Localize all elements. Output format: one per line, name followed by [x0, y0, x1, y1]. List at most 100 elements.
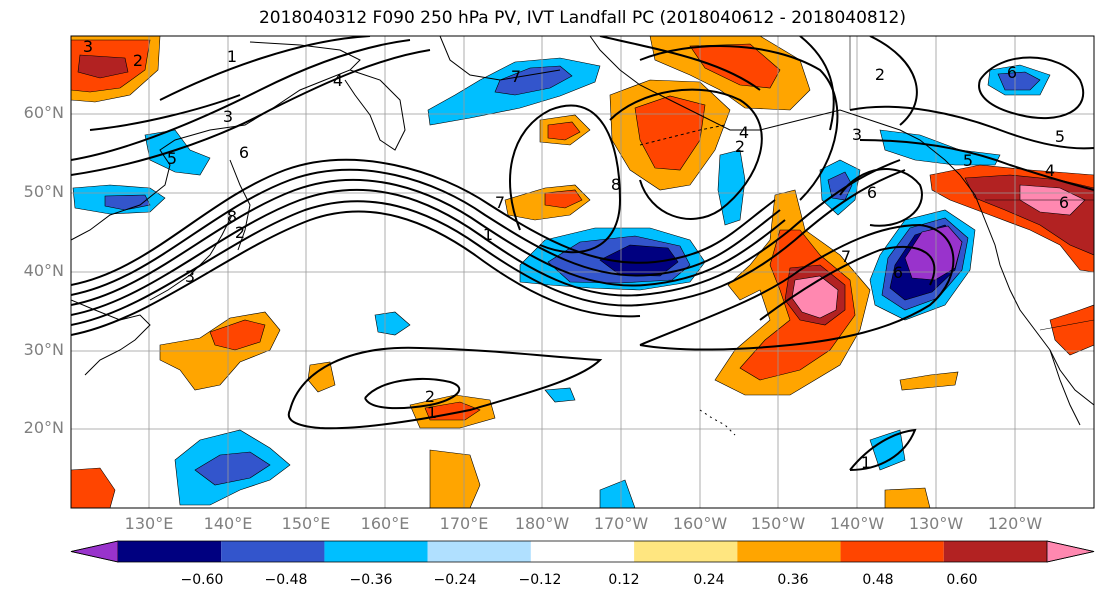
islands-aleutian [639, 124, 726, 146]
pv-negative-region-south-130w [869, 429, 906, 471]
colorbar-tick-label: −0.24 [433, 572, 477, 588]
longitude-label: 140°W [829, 514, 885, 533]
longitude-label: 160°W [672, 514, 728, 533]
pv-negative-region-south-170w [599, 479, 636, 508]
map-frame [70, 35, 1095, 509]
pv-positive-region-south-west-corner [71, 467, 116, 508]
contour-eastpac-1 [639, 223, 955, 351]
colorbar-tick-label: 0.12 [608, 572, 640, 588]
contour-jet-2 [71, 169, 906, 326]
colorbar-segment [943, 541, 1047, 562]
contour-label: 6 [1059, 193, 1069, 212]
colorbar-tick-label: 0.36 [777, 572, 809, 588]
contour-label: 2 [875, 65, 885, 84]
colorbar-tick-label: 0.48 [862, 572, 894, 588]
contour-label: 5 [167, 149, 177, 168]
contour-trough-3 [639, 45, 839, 201]
contour-ridge-1 [159, 36, 371, 101]
longitude-label: 180°W [514, 514, 570, 533]
colorbar-segment [427, 541, 531, 562]
longitude-label: 150°E [281, 514, 331, 533]
pv-negative-core-japan [104, 194, 151, 211]
latitude-label-40n: 40°N [23, 261, 64, 280]
contour-labels: 3 2 1 4 3 6 5 2 7 1 8 3 8 6 7 2 3 5 6 5 … [83, 37, 1069, 472]
contour-label: 3 [185, 267, 195, 286]
contour-trough-5 [799, 36, 835, 131]
longitude-label: 160°E [360, 514, 410, 533]
coastline-kamchatka [344, 69, 406, 151]
longitude-label: 130°W [908, 514, 964, 533]
pv-negative-region-165e [374, 311, 411, 336]
colorbar-tick-label: −0.36 [349, 572, 393, 588]
map-panel: 3 2 1 4 3 6 5 2 7 1 8 3 8 6 7 2 3 5 6 5 … [71, 36, 1094, 508]
contour-jet-1 [71, 159, 901, 316]
pv-negative-core-southwest [194, 451, 271, 486]
contour-label: 2 [133, 51, 143, 70]
contour-label: 7 [495, 193, 505, 212]
longitude-label: 170°E [439, 514, 489, 533]
pv-positive-region-south-130w [884, 487, 931, 508]
contour-alaska-arc [849, 105, 1094, 150]
contour-label: 6 [1007, 63, 1017, 82]
pv-positive-region-coast-sw [1049, 304, 1094, 356]
pv-positive-core-west-subtropics [209, 319, 266, 351]
coastline-sakhalin [229, 159, 251, 251]
contour-ridge-2 [71, 39, 411, 161]
contour-label: 8 [227, 207, 237, 226]
colorbar-segment [634, 541, 738, 562]
latitude-label-60n: 60°N [23, 103, 64, 122]
pv-positive-region-165e [307, 361, 336, 393]
contour-label: 1 [861, 453, 871, 472]
contour-jet-3 [71, 210, 641, 336]
contour-jet-6 [71, 158, 776, 286]
contour-ridge-3 [71, 49, 431, 176]
contour-trough-2 [609, 88, 763, 220]
pv-positive-region-central-south [899, 371, 959, 391]
contour-trough-6 [869, 36, 918, 126]
contour-label: 6 [893, 263, 903, 282]
coastline-asia [71, 41, 361, 241]
contour-subtropical-outer [287, 346, 603, 430]
border-us-mexico [1039, 319, 1094, 331]
contour-canada-arc [859, 139, 1094, 191]
contour-subtropical-inner [364, 377, 461, 410]
colorbar-tick-label: 0.24 [693, 572, 725, 588]
pv-positive-region-south-175w [429, 449, 481, 508]
map-title: 2018040312 F090 250 hPa PV, IVT Landfall… [258, 8, 906, 28]
coastlines [71, 36, 1094, 436]
longitude-label: 130°E [124, 514, 174, 533]
colorbar-tick-label: −0.48 [264, 572, 308, 588]
contour-ridge-4 [89, 94, 241, 131]
colorbar-segment [221, 541, 325, 562]
colorbar-segment [530, 541, 635, 562]
latitude-label-20n: 20°N [23, 418, 64, 437]
contour-label: 4 [739, 123, 749, 142]
pv-negative-region-175w [544, 387, 576, 403]
contour-trough-4 [599, 36, 761, 91]
contour-label: 8 [611, 175, 621, 194]
contour-label: 1 [483, 225, 493, 244]
contour-jet-4 [71, 178, 786, 306]
contour-eastpac-2 [759, 245, 936, 321]
colorbar-tick-label: 0.60 [946, 572, 978, 588]
coastline-baja [1049, 349, 1081, 426]
colorbar [70, 540, 1095, 563]
longitude-label: 150°W [750, 514, 806, 533]
colorbar-tick-label: −0.60 [180, 572, 224, 588]
pv-negative-region-japan-north [144, 129, 211, 176]
colorbar-extend-min [70, 540, 119, 563]
contour-label: 4 [333, 71, 343, 90]
pv-positive-core-gulf [689, 43, 781, 89]
islands-hawaii [699, 409, 736, 436]
colorbar-segment [737, 541, 841, 562]
contour-label: 6 [867, 183, 877, 202]
graticule [71, 36, 1094, 508]
contour-label: 1 [427, 403, 437, 422]
longitude-label: 120°W [987, 514, 1043, 533]
contour-label: 3 [223, 107, 233, 126]
coastline-bering-siberia [439, 36, 561, 81]
latitude-label-30n: 30°N [23, 340, 64, 359]
ivt-contours [71, 36, 1094, 471]
contour-label: 6 [239, 143, 249, 162]
contour-label: 1 [227, 47, 237, 66]
